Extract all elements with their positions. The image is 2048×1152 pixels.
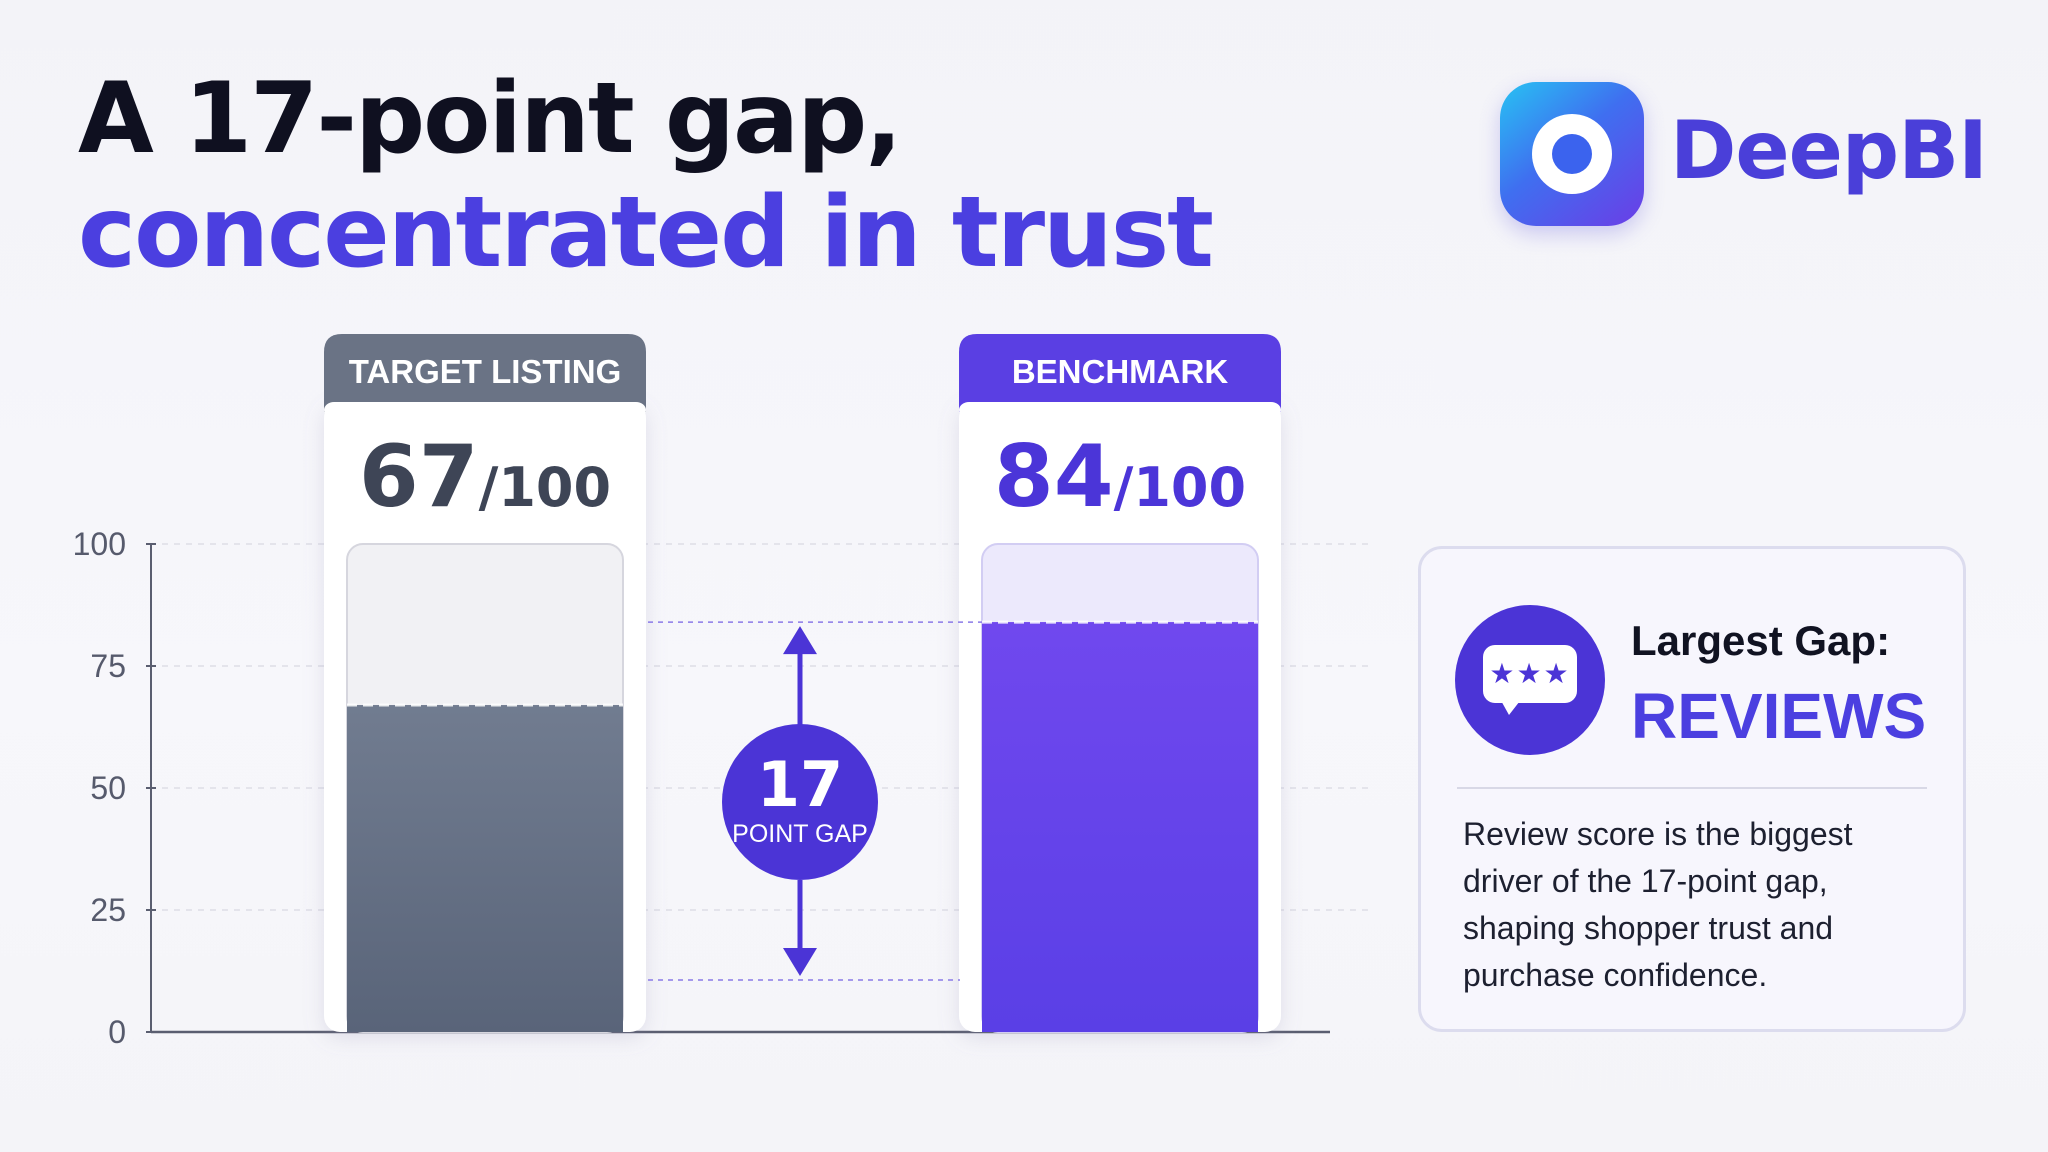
gap-label: POINT GAP <box>732 820 868 848</box>
brand-name: DeepBI <box>1670 104 1988 197</box>
y-tick-label: 100 <box>73 526 126 562</box>
card-divider <box>1457 787 1927 789</box>
title-line-2: concentrated in trust <box>78 176 1214 290</box>
insight-description: Review score is the biggest driver of th… <box>1463 816 1853 993</box>
page-title: A 17-point gap, concentrated in trust <box>78 60 1214 290</box>
y-tick-label: 50 <box>90 770 126 806</box>
target-listing-bar <box>347 705 623 1032</box>
gap-arrow-up-head <box>783 626 817 655</box>
target-listing-header <box>324 334 646 412</box>
target-listing-header-label: TARGET LISTING <box>349 353 622 390</box>
title-line-1: A 17-point gap, <box>78 62 902 176</box>
brand: DeepBI <box>1500 82 2048 230</box>
y-tick-label: 0 <box>108 1014 126 1050</box>
gap-value: 17 <box>757 748 843 821</box>
benchmark-header <box>959 334 1281 412</box>
largest-gap-value: REVIEWS <box>1631 680 1927 752</box>
y-tick-label: 25 <box>90 892 126 928</box>
gap-badge <box>722 724 878 880</box>
benchmark-header-label: BENCHMARK <box>1012 353 1228 390</box>
y-tick-label: 75 <box>90 648 126 684</box>
eye-ring-logo-icon <box>1500 82 1644 226</box>
review-stars-chat-icon: ★★★ <box>1455 605 1605 755</box>
target-listing-score: 67/100 <box>359 427 611 527</box>
benchmark-bar <box>982 622 1258 1032</box>
gap-arrow-down-head <box>783 948 817 976</box>
largest-gap-label: Largest Gap: <box>1631 617 1891 664</box>
stars-icon: ★★★ <box>1489 657 1571 690</box>
benchmark-score: 84/100 <box>994 427 1246 527</box>
largest-gap-card: ★★★ Largest Gap: REVIEWS Review score is… <box>1418 546 1966 1032</box>
